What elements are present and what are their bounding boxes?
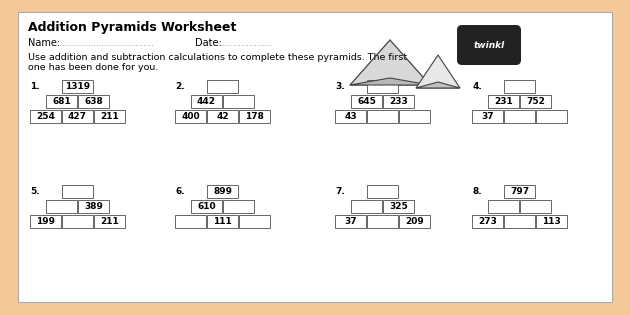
FancyBboxPatch shape [504, 215, 535, 228]
FancyBboxPatch shape [78, 200, 109, 213]
Text: 442: 442 [197, 97, 216, 106]
FancyBboxPatch shape [239, 110, 270, 123]
FancyBboxPatch shape [46, 95, 77, 108]
FancyBboxPatch shape [175, 110, 206, 123]
FancyBboxPatch shape [62, 185, 93, 198]
FancyBboxPatch shape [351, 95, 382, 108]
Text: 427: 427 [68, 112, 87, 121]
Text: Date:: Date: [195, 38, 222, 48]
Polygon shape [416, 82, 460, 88]
Text: 209: 209 [405, 217, 424, 226]
FancyBboxPatch shape [18, 12, 612, 302]
FancyBboxPatch shape [191, 95, 222, 108]
Text: 400: 400 [181, 112, 200, 121]
FancyBboxPatch shape [536, 215, 567, 228]
FancyBboxPatch shape [383, 200, 414, 213]
FancyBboxPatch shape [207, 215, 238, 228]
Text: Use addition and subtraction calculations to complete these pyramids. The first: Use addition and subtraction calculation… [28, 54, 407, 62]
FancyBboxPatch shape [191, 200, 222, 213]
Text: 610: 610 [197, 202, 216, 211]
Text: 111: 111 [213, 217, 232, 226]
FancyBboxPatch shape [472, 215, 503, 228]
Text: 273: 273 [478, 217, 497, 226]
FancyBboxPatch shape [30, 215, 61, 228]
Polygon shape [416, 55, 460, 88]
FancyBboxPatch shape [488, 95, 519, 108]
Text: 113: 113 [542, 217, 561, 226]
FancyBboxPatch shape [504, 185, 535, 198]
Text: 2.: 2. [175, 82, 185, 91]
Text: 37: 37 [481, 112, 494, 121]
FancyBboxPatch shape [94, 215, 125, 228]
Text: 42: 42 [216, 112, 229, 121]
FancyBboxPatch shape [504, 80, 535, 93]
Text: 211: 211 [100, 217, 119, 226]
Text: 254: 254 [36, 112, 55, 121]
Text: 681: 681 [52, 97, 71, 106]
Text: 5.: 5. [30, 187, 40, 196]
Text: 7.: 7. [335, 187, 345, 196]
Text: 6.: 6. [175, 187, 185, 196]
FancyBboxPatch shape [367, 215, 398, 228]
FancyBboxPatch shape [504, 110, 535, 123]
FancyBboxPatch shape [207, 80, 238, 93]
FancyBboxPatch shape [94, 110, 125, 123]
Text: one has been done for you.: one has been done for you. [28, 64, 158, 72]
Text: 638: 638 [84, 97, 103, 106]
Text: 752: 752 [526, 97, 545, 106]
Polygon shape [350, 78, 430, 85]
Text: 37: 37 [344, 217, 357, 226]
FancyBboxPatch shape [223, 200, 254, 213]
FancyBboxPatch shape [62, 215, 93, 228]
Text: Name:: Name: [28, 38, 60, 48]
Text: 231: 231 [494, 97, 513, 106]
FancyBboxPatch shape [78, 95, 109, 108]
Text: 211: 211 [100, 112, 119, 121]
FancyBboxPatch shape [351, 200, 382, 213]
FancyBboxPatch shape [399, 215, 430, 228]
Text: ......................................: ...................................... [54, 38, 154, 48]
Text: 178: 178 [245, 112, 264, 121]
Text: 3.: 3. [335, 82, 345, 91]
Text: twinkl: twinkl [473, 42, 505, 50]
Text: 797: 797 [510, 187, 529, 196]
FancyBboxPatch shape [335, 110, 366, 123]
Text: 389: 389 [84, 202, 103, 211]
FancyBboxPatch shape [520, 95, 551, 108]
Polygon shape [350, 40, 430, 85]
Text: 4.: 4. [472, 82, 482, 91]
FancyBboxPatch shape [367, 185, 398, 198]
FancyBboxPatch shape [520, 200, 551, 213]
FancyBboxPatch shape [207, 185, 238, 198]
FancyBboxPatch shape [239, 215, 270, 228]
FancyBboxPatch shape [207, 110, 238, 123]
Text: 199: 199 [36, 217, 55, 226]
Text: 1319: 1319 [65, 82, 90, 91]
FancyBboxPatch shape [46, 200, 77, 213]
Text: 1.: 1. [30, 82, 40, 91]
FancyBboxPatch shape [367, 110, 398, 123]
Text: 233: 233 [389, 97, 408, 106]
Text: Addition Pyramids Worksheet: Addition Pyramids Worksheet [28, 20, 236, 33]
FancyBboxPatch shape [488, 200, 519, 213]
Text: ....................: .................... [220, 38, 273, 48]
FancyBboxPatch shape [62, 80, 93, 93]
FancyBboxPatch shape [383, 95, 414, 108]
Text: 325: 325 [389, 202, 408, 211]
FancyBboxPatch shape [62, 110, 93, 123]
FancyBboxPatch shape [175, 215, 206, 228]
FancyBboxPatch shape [457, 25, 521, 65]
FancyBboxPatch shape [30, 110, 61, 123]
FancyBboxPatch shape [399, 110, 430, 123]
FancyBboxPatch shape [472, 110, 503, 123]
FancyBboxPatch shape [536, 110, 567, 123]
FancyBboxPatch shape [223, 95, 254, 108]
FancyBboxPatch shape [367, 80, 398, 93]
Text: 43: 43 [344, 112, 357, 121]
FancyBboxPatch shape [335, 215, 366, 228]
Text: 899: 899 [213, 187, 232, 196]
Text: 8.: 8. [472, 187, 482, 196]
Text: 645: 645 [357, 97, 376, 106]
